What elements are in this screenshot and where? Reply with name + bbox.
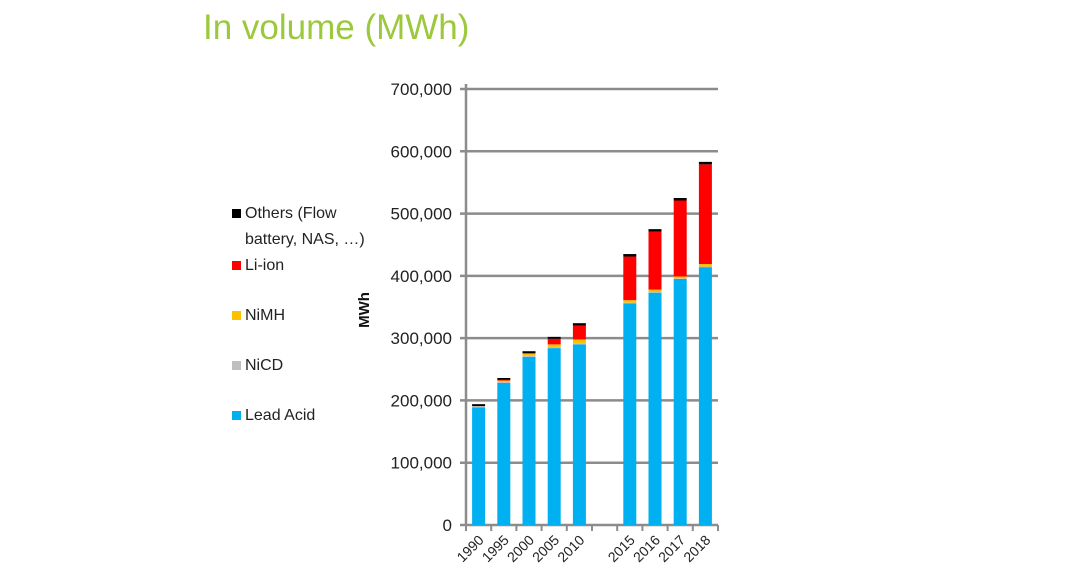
bar-segment-li-ion-2018	[698, 164, 712, 265]
bar-segment-others-2017	[673, 198, 687, 201]
bar-segment-li-ion-2005	[547, 338, 561, 345]
bar-segment-others-2005	[547, 336, 561, 339]
bar-segment-lead-2010	[572, 344, 586, 525]
bar-segment-others-2015	[623, 254, 637, 257]
legend-item-nicd: NiCD	[232, 357, 283, 375]
legend-item-others-cont: battery, NAS, …)	[245, 231, 365, 248]
bar-segment-nimh-2018	[698, 264, 712, 267]
x-tick-label: 2016	[630, 532, 663, 565]
y-tick-label: 600,000	[391, 142, 452, 161]
bar-segment-nicd-1990	[472, 406, 486, 408]
x-tick-label: 2005	[529, 532, 562, 565]
y-tick-label: 100,000	[391, 454, 452, 473]
bar-segment-nimh-1995	[497, 380, 511, 382]
y-tick-label: 400,000	[391, 267, 452, 286]
y-tick-label: 300,000	[391, 329, 452, 348]
bar-segment-nicd-2016	[648, 292, 662, 293]
bar-segment-others-2000	[522, 351, 536, 354]
bar-segment-others-1995	[497, 378, 511, 380]
bar-segment-lead-2016	[648, 292, 662, 525]
legend-label: Others (Flow	[245, 205, 337, 222]
bar-segment-nimh-2015	[623, 300, 637, 303]
bar-segment-nicd-2010	[572, 343, 586, 345]
bar-segment-lead-2017	[673, 278, 687, 525]
bar-segment-nicd-2017	[673, 278, 687, 279]
bar-segment-others-1990	[472, 404, 486, 407]
y-tick-label: 200,000	[391, 391, 452, 410]
bar-segment-lead-1995	[497, 382, 511, 525]
legend-item-liion: Li-ion	[232, 257, 284, 275]
legend-swatch-lead-acid	[232, 411, 241, 420]
bar-segment-li-ion-2016	[648, 231, 662, 290]
x-tick-label: 2015	[605, 532, 638, 565]
legend-swatch-others	[232, 209, 241, 218]
bar-segment-nicd-2005	[547, 346, 561, 349]
bar-segment-li-ion-1995	[497, 379, 511, 381]
legend-item-nimh: NiMH	[232, 307, 285, 325]
legend-item-lead-acid: Lead Acid	[232, 407, 315, 425]
bar-segment-li-ion-2017	[673, 200, 687, 277]
legend-item-others: Others (Flow	[232, 205, 337, 223]
bar-segment-nimh-2005	[547, 344, 561, 347]
bar-segment-nicd-2000	[522, 355, 536, 357]
legend-swatch-nimh	[232, 311, 241, 320]
legend-label: Lead Acid	[245, 407, 316, 424]
bar-segment-li-ion-2015	[623, 256, 637, 301]
bar-segment-nimh-2010	[572, 339, 586, 344]
y-tick-label: 700,000	[391, 80, 452, 99]
chart-title: In volume (MWh)	[203, 8, 470, 47]
y-axis-label: MWh	[356, 292, 373, 328]
x-tick-label: 2000	[504, 532, 537, 565]
bar-segment-lead-2015	[623, 303, 637, 525]
y-tick-label: 500,000	[391, 205, 452, 224]
bar-segment-lead-2005	[547, 348, 561, 525]
legend-label: NiCD	[245, 357, 284, 374]
legend-label: NiMH	[245, 307, 285, 324]
bar-segment-lead-1990	[472, 407, 486, 525]
legend-swatch-liion	[232, 261, 241, 270]
bar-segment-li-ion-2010	[572, 325, 586, 340]
bar-segment-others-2016	[648, 229, 662, 232]
x-tick-label: 1990	[453, 532, 486, 565]
bar-segment-nicd-2015	[623, 302, 637, 304]
bar-segment-nimh-2000	[522, 353, 536, 356]
legend-swatch-nicd	[232, 361, 241, 370]
bar-segment-li-ion-2000	[522, 353, 536, 354]
bar-segment-others-2010	[572, 323, 586, 326]
bar-segment-others-2018	[698, 161, 712, 165]
bar-segment-nimh-2017	[673, 276, 687, 279]
bar-segment-nimh-2016	[648, 289, 662, 293]
x-tick-label: 1995	[479, 532, 512, 565]
bar-segment-lead-2018	[698, 267, 712, 525]
x-tick-label: 2017	[655, 532, 688, 565]
legend-label: Li-ion	[245, 257, 285, 274]
bar-segment-nicd-1995	[497, 381, 511, 383]
bar-segment-lead-2000	[522, 356, 536, 525]
y-tick-label: 0	[443, 516, 452, 535]
x-tick-label: 2018	[680, 532, 713, 565]
bar-segment-nicd-2018	[698, 266, 712, 268]
x-tick-label: 2010	[554, 532, 587, 565]
